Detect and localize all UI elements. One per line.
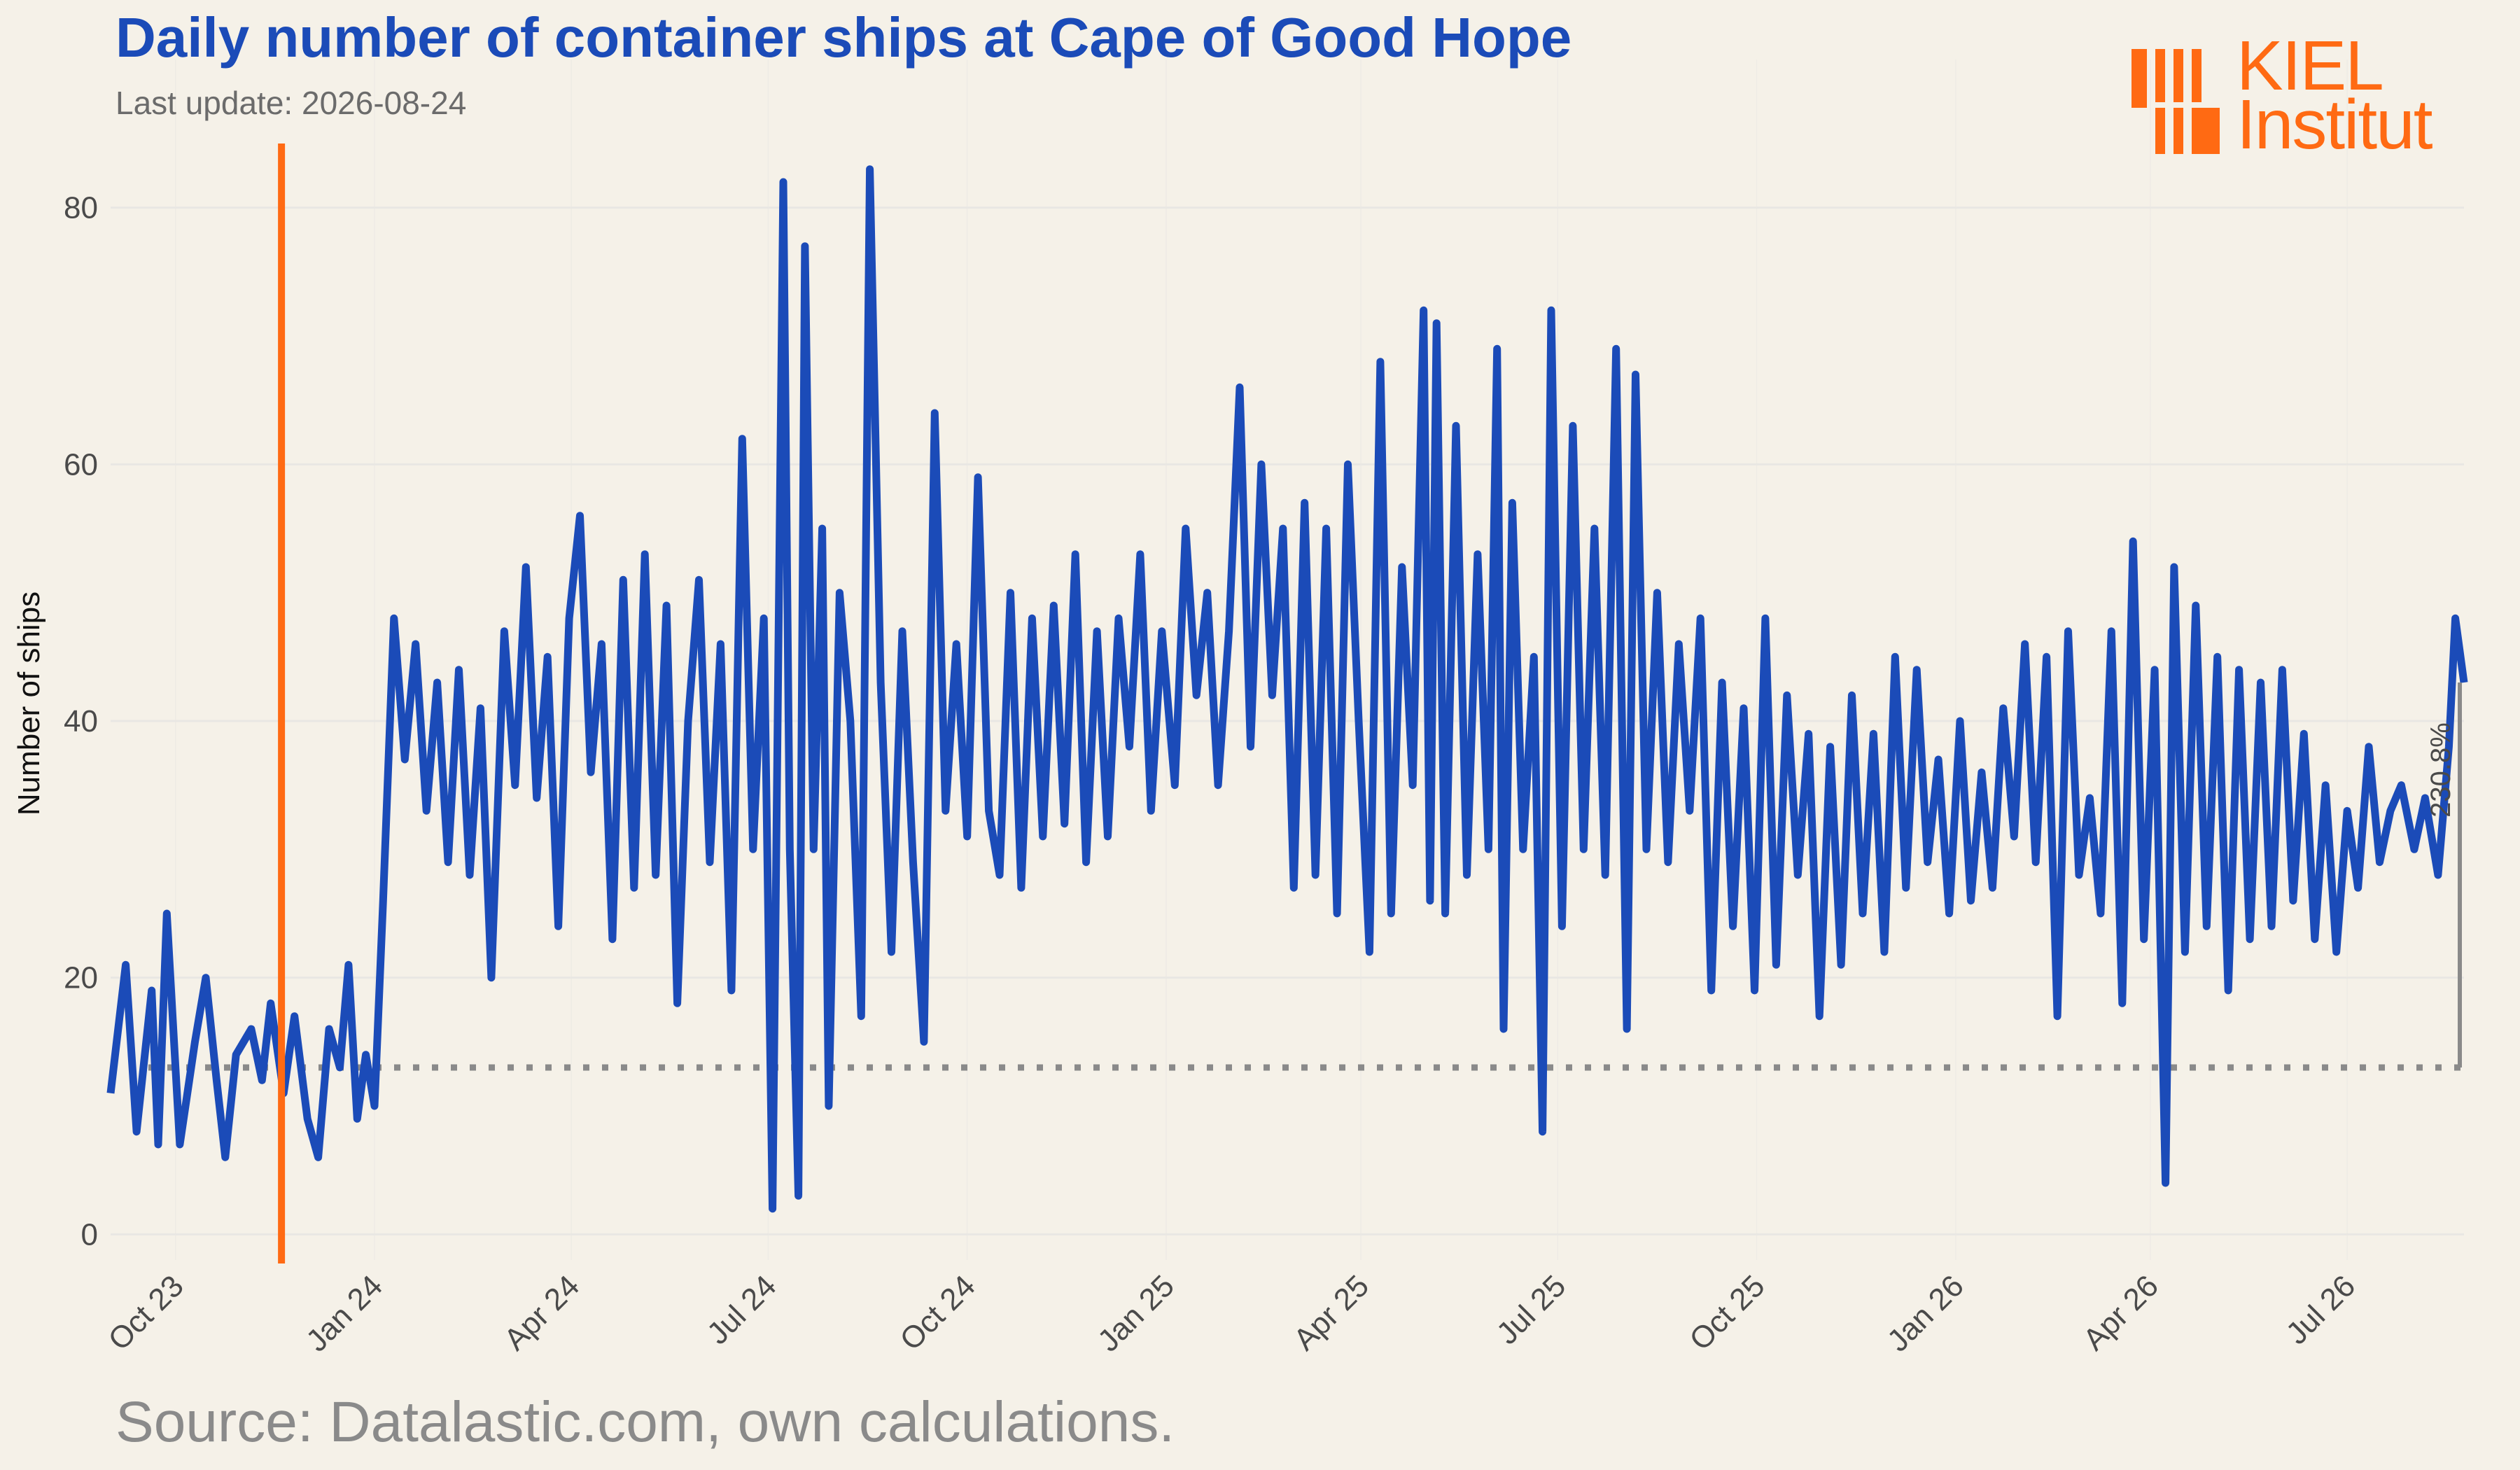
y-axis-ticks: 0 20 40 60 80	[64, 191, 98, 1252]
chart-title: Daily number of container ships at Cape …	[115, 6, 1572, 69]
series-line	[106, 165, 2468, 1213]
x-tick-label: Jul 26	[2280, 1268, 2362, 1351]
x-tick-label: Apr 26	[2077, 1268, 2165, 1357]
logo-text-institut: Institut	[2236, 85, 2433, 164]
y-tick-label: 0	[81, 1217, 98, 1252]
y-tick-label: 60	[64, 447, 98, 482]
source-note: Source: Datalastic.com, own calculations…	[115, 1390, 1175, 1454]
x-tick-label: Apr 25	[1287, 1268, 1376, 1357]
x-tick-label: Oct 25	[1683, 1268, 1771, 1357]
x-axis-ticks: Oct 23 Jan 24 Apr 24 Jul 24 Oct 24 Jan 25 Apr …	[102, 1268, 2362, 1358]
logo-text-kiel: KIEL	[2236, 27, 2384, 105]
x-tick-label: Jan 24	[300, 1268, 389, 1358]
kiel-institut-logo: KIEL Institut	[2132, 31, 2468, 169]
y-axis-label: Number of ships	[12, 592, 46, 816]
logo-bars-icon	[2132, 43, 2222, 155]
y-tick-label: 40	[64, 704, 98, 738]
x-tick-label: Jul 25	[1490, 1268, 1573, 1351]
x-tick-label: Apr 24	[498, 1268, 586, 1357]
x-tick-label: Jan 26	[1881, 1268, 1970, 1358]
x-tick-label: Jul 24	[701, 1268, 783, 1351]
annotation-label: 230.8%	[2426, 722, 2456, 818]
x-tick-label: Jan 25	[1091, 1268, 1181, 1358]
last-update-text: Last update: 2026-08-24	[115, 85, 467, 121]
x-tick-label: Oct 24	[893, 1268, 981, 1357]
y-tick-label: 80	[64, 191, 98, 225]
y-tick-label: 20	[64, 961, 98, 995]
x-tick-label: Oct 23	[102, 1268, 190, 1357]
